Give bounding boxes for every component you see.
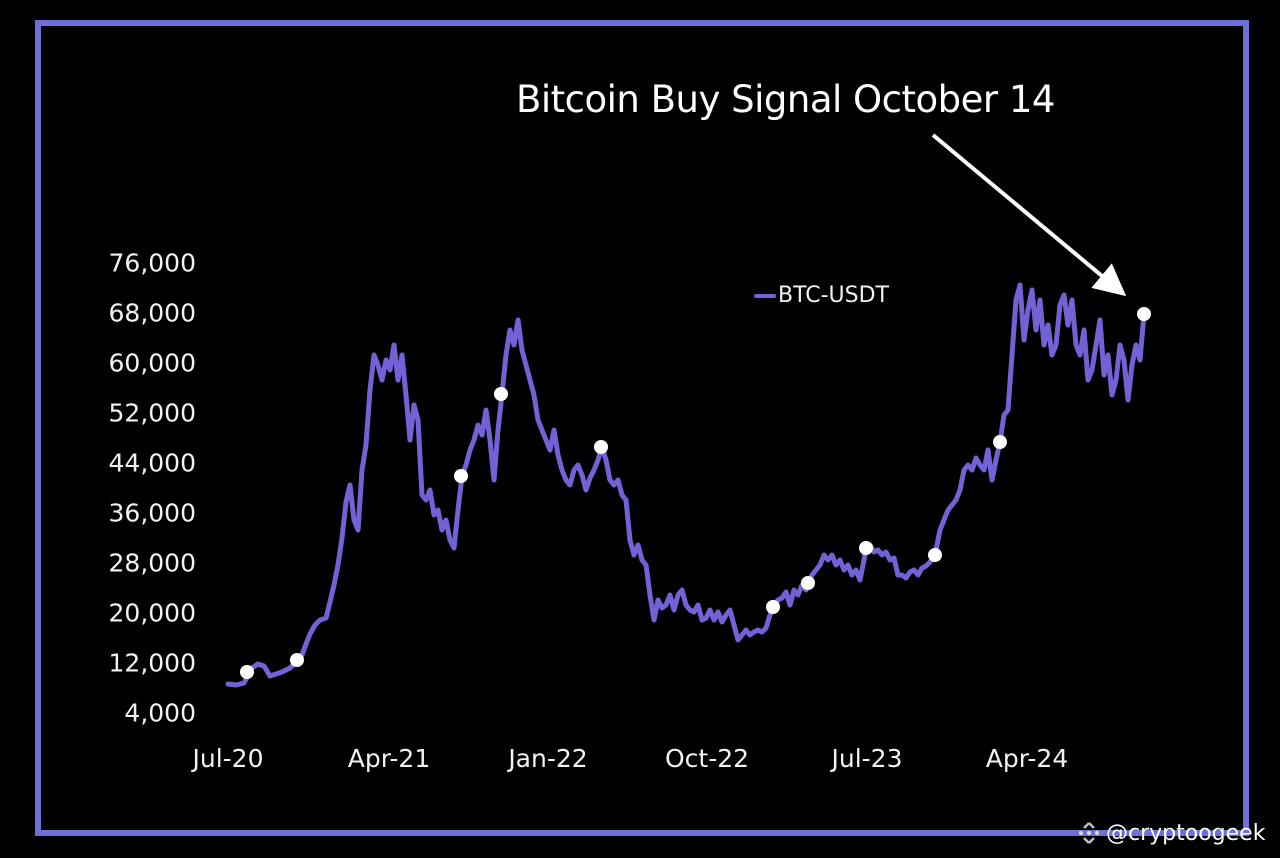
watermark-handle: @cryptoogeek [1106, 820, 1266, 846]
y-tick-label: 60,000 [108, 348, 196, 378]
x-tick-label: Apr-24 [985, 744, 1069, 773]
x-tick-label: Apr-21 [347, 744, 431, 773]
y-tick-label: 52,000 [108, 398, 196, 428]
buy-signal-markers [240, 307, 1151, 679]
y-tick-label: 20,000 [108, 598, 196, 628]
annotation-arrow-icon [931, 133, 1127, 297]
x-tick-label: Oct-22 [664, 744, 750, 773]
legend-label: BTC-USDT [778, 283, 889, 308]
buy-signal-dot [494, 387, 508, 401]
binance-diamond-icon [1078, 822, 1100, 844]
btc-price-line [225, 282, 1147, 688]
x-tick-label: Jan-22 [508, 744, 588, 773]
legend-swatch-icon [754, 293, 776, 298]
buy-signal-dot [240, 665, 254, 679]
x-tick-label: Jul-23 [831, 744, 903, 773]
watermark: @cryptoogeek [1076, 820, 1265, 846]
buy-signal-dot-latest [1137, 307, 1151, 321]
legend: BTC-USDT [754, 283, 889, 308]
buy-signal-dot [993, 435, 1007, 449]
y-tick-label: 28,000 [108, 548, 196, 578]
y-tick-label: 12,000 [108, 648, 196, 678]
buy-signal-dot [766, 600, 780, 614]
y-tick-label: 4,000 [124, 698, 196, 728]
y-tick-label: 68,000 [108, 298, 196, 328]
buy-signal-dot [928, 548, 942, 562]
buy-signal-dot [801, 576, 815, 590]
annotation-title: Bitcoin Buy Signal October 14 [516, 78, 1055, 121]
y-tick-label: 44,000 [108, 448, 196, 478]
buy-signal-dot [594, 440, 608, 454]
buy-signal-dot [290, 653, 304, 667]
y-tick-label: 76,000 [108, 248, 196, 278]
y-tick-label: 36,000 [108, 498, 196, 528]
buy-signal-dot [454, 469, 468, 483]
x-tick-label: Jul-20 [192, 744, 264, 773]
buy-signal-dot [859, 541, 873, 555]
chart-frame [35, 20, 1249, 836]
